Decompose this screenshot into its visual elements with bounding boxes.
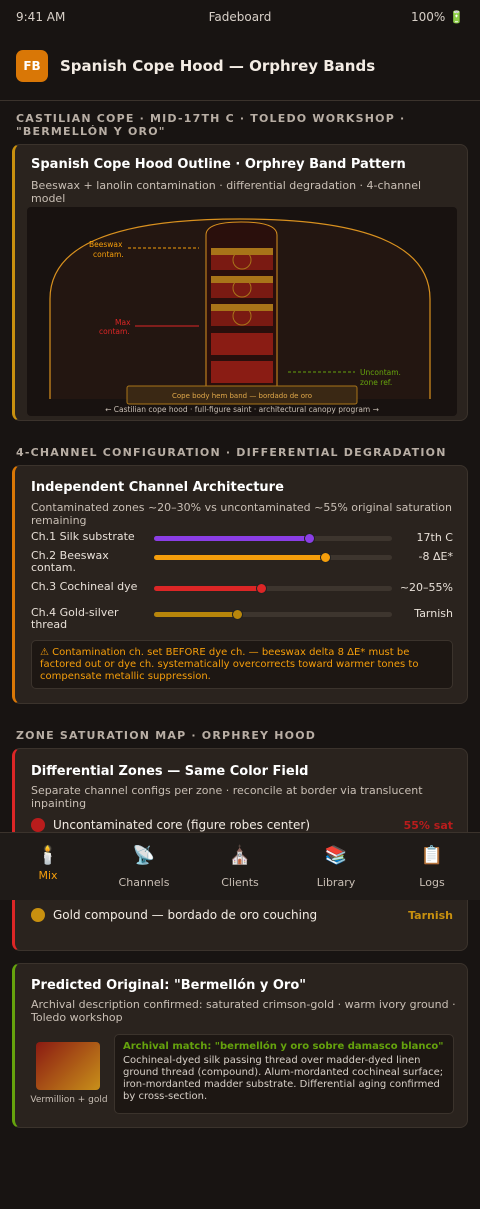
card-title: Spanish Cope Hood Outline · Orphrey Band… (31, 157, 406, 172)
band-medallion (232, 250, 252, 270)
slider-thumb[interactable] (232, 609, 244, 620)
card-title: Predicted Original: "Bermellón y Oro" (31, 978, 307, 993)
section-label: 4-CHANNEL CONFIGURATION · DIFFERENTIAL D… (16, 446, 447, 459)
max-label: Max (115, 318, 131, 327)
max-label: contam. (99, 327, 130, 336)
nav-label: Library (316, 876, 356, 889)
card-title: Differential Zones — Same Color Field (31, 764, 309, 779)
slider-thumb[interactable] (256, 583, 268, 594)
band-medallion (232, 278, 252, 298)
zone-value: 55% sat (403, 819, 453, 832)
nav-item[interactable]: 📚 Library (288, 845, 384, 889)
slider-track[interactable] (154, 609, 392, 620)
channel-label: Ch.2 Beeswax contam. (31, 549, 109, 574)
slider-fill (154, 612, 238, 617)
slider-track[interactable] (154, 533, 392, 544)
archival-box: Archival match: "bermellón y oro sobre d… (114, 1034, 454, 1114)
nav-item[interactable]: 📋 Logs (384, 845, 480, 889)
nav-item[interactable]: ⛪ Clients (192, 845, 288, 889)
nav-icon: 📚 (324, 845, 348, 866)
header-title: Spanish Cope Hood — Orphrey Bands (60, 57, 376, 75)
nav-item[interactable]: 🕯️ Mix (0, 845, 96, 882)
slider-fill (154, 555, 326, 560)
zone-label: Gold compound — bordado de oro couching (53, 908, 318, 922)
match-text: Cochineal-dyed silk passing thread over … (123, 1055, 444, 1102)
hem-band (126, 385, 358, 405)
bands (211, 248, 273, 383)
zone-label: Uncontaminated core (figure robes center… (53, 818, 310, 832)
color-swatch (36, 1042, 100, 1090)
section-label: CASTILIAN COPE · MID-17TH C · TOLEDO WOR… (16, 112, 406, 138)
nav-icon: 📋 (420, 845, 444, 866)
bottom-nav: 🕯️ Mix 📡 Channels ⛪ Clients 📚 Library 📋 Logs (0, 832, 480, 900)
swatch-label: Vermillion + gold (30, 1095, 108, 1105)
beeswax-label: Beeswax (89, 240, 123, 249)
beeswax-label: contam. (93, 250, 124, 259)
nav-icon: ⛪ (228, 845, 252, 866)
band (211, 361, 273, 383)
card-subtitle: Archival description confirmed: saturate… (31, 998, 456, 1024)
channel-card: Independent Channel Architecture Contami… (12, 465, 468, 704)
zone-dot (31, 908, 45, 922)
status-app: Fadeboard (208, 10, 272, 24)
nav-item[interactable]: 📡 Channels (96, 845, 192, 889)
nav-label: Channels (118, 876, 170, 889)
channel-label: Ch.1 Silk substrate (31, 530, 135, 543)
zone-dot (31, 818, 45, 832)
channel-label: Ch.4 Gold-silver thread (31, 606, 119, 631)
status-time: 9:41 AM (16, 10, 66, 24)
channel-value: ~20–55% (399, 581, 453, 594)
band-medallion (232, 306, 252, 326)
card-subtitle: Separate channel configs per zone · reco… (31, 784, 423, 810)
card-title: Independent Channel Architecture (31, 480, 284, 495)
zone-value: Tarnish (408, 909, 453, 922)
nav-icon: 📡 (132, 845, 156, 866)
channel-value: 17th C (416, 531, 453, 544)
divider (0, 100, 480, 101)
nav-label: Logs (419, 876, 445, 889)
original-card: Predicted Original: "Bermellón y Oro" Ar… (12, 963, 468, 1128)
status-battery: 100% 🔋 (410, 10, 464, 24)
slider-track[interactable] (154, 552, 392, 563)
hem-band-label: Cope body hem band — bordado de oro (172, 392, 312, 400)
channel-label: Ch.3 Cochineal dye (31, 580, 138, 593)
card-subtitle: Beeswax + lanolin contamination · differ… (31, 179, 422, 205)
nav-label: Clients (221, 876, 259, 889)
diagram-caption: ← Castilian cope hood · full-figure sain… (105, 405, 379, 414)
channel-value: -8 ΔE* (418, 550, 453, 563)
match-title: Archival match: "bermellón y oro sobre d… (123, 1041, 444, 1052)
warning: ⚠ Contamination ch. set BEFORE dye ch. —… (31, 640, 453, 689)
logo[interactable]: FB (16, 50, 48, 82)
section-label: ZONE SATURATION MAP · ORPHREY HOOD (16, 729, 317, 742)
outline-card: Spanish Cope Hood Outline · Orphrey Band… (12, 144, 468, 421)
uncontam-label: zone ref. (360, 378, 392, 387)
slider-thumb[interactable] (320, 552, 332, 563)
slider-fill (154, 536, 309, 541)
channel-value: Tarnish (414, 607, 453, 620)
slider-track[interactable] (154, 583, 392, 594)
cope-diagram: Cope body hem band — bordado de oro ← Ca… (27, 207, 457, 416)
band (211, 333, 273, 355)
slider-thumb[interactable] (303, 533, 315, 544)
nav-icon: 🕯️ (36, 845, 60, 866)
slider-fill (154, 586, 262, 591)
nav-label: Mix (38, 869, 58, 882)
uncontam-label: Uncontam. (360, 368, 401, 377)
card-subtitle: Contaminated zones ~20–30% vs uncontamin… (31, 501, 453, 527)
